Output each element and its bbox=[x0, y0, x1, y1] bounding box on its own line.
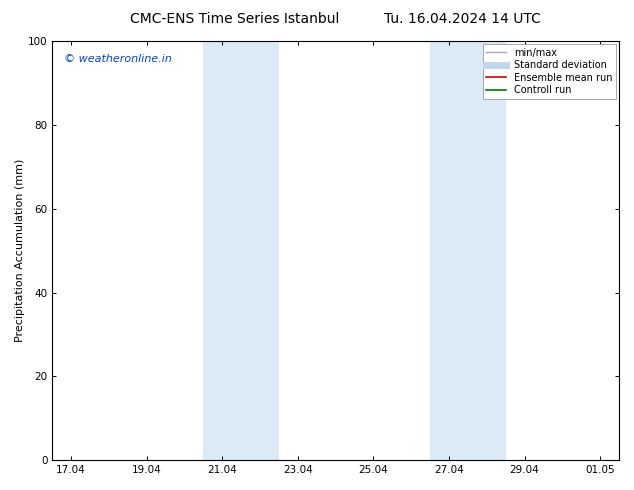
Y-axis label: Precipitation Accumulation (mm): Precipitation Accumulation (mm) bbox=[15, 159, 25, 343]
Text: © weatheronline.in: © weatheronline.in bbox=[63, 53, 171, 64]
Text: CMC-ENS Time Series Istanbul: CMC-ENS Time Series Istanbul bbox=[130, 12, 339, 26]
Bar bbox=[204, 41, 279, 460]
Text: Tu. 16.04.2024 14 UTC: Tu. 16.04.2024 14 UTC bbox=[384, 12, 541, 26]
Bar bbox=[430, 41, 506, 460]
Legend: min/max, Standard deviation, Ensemble mean run, Controll run: min/max, Standard deviation, Ensemble me… bbox=[482, 44, 616, 99]
